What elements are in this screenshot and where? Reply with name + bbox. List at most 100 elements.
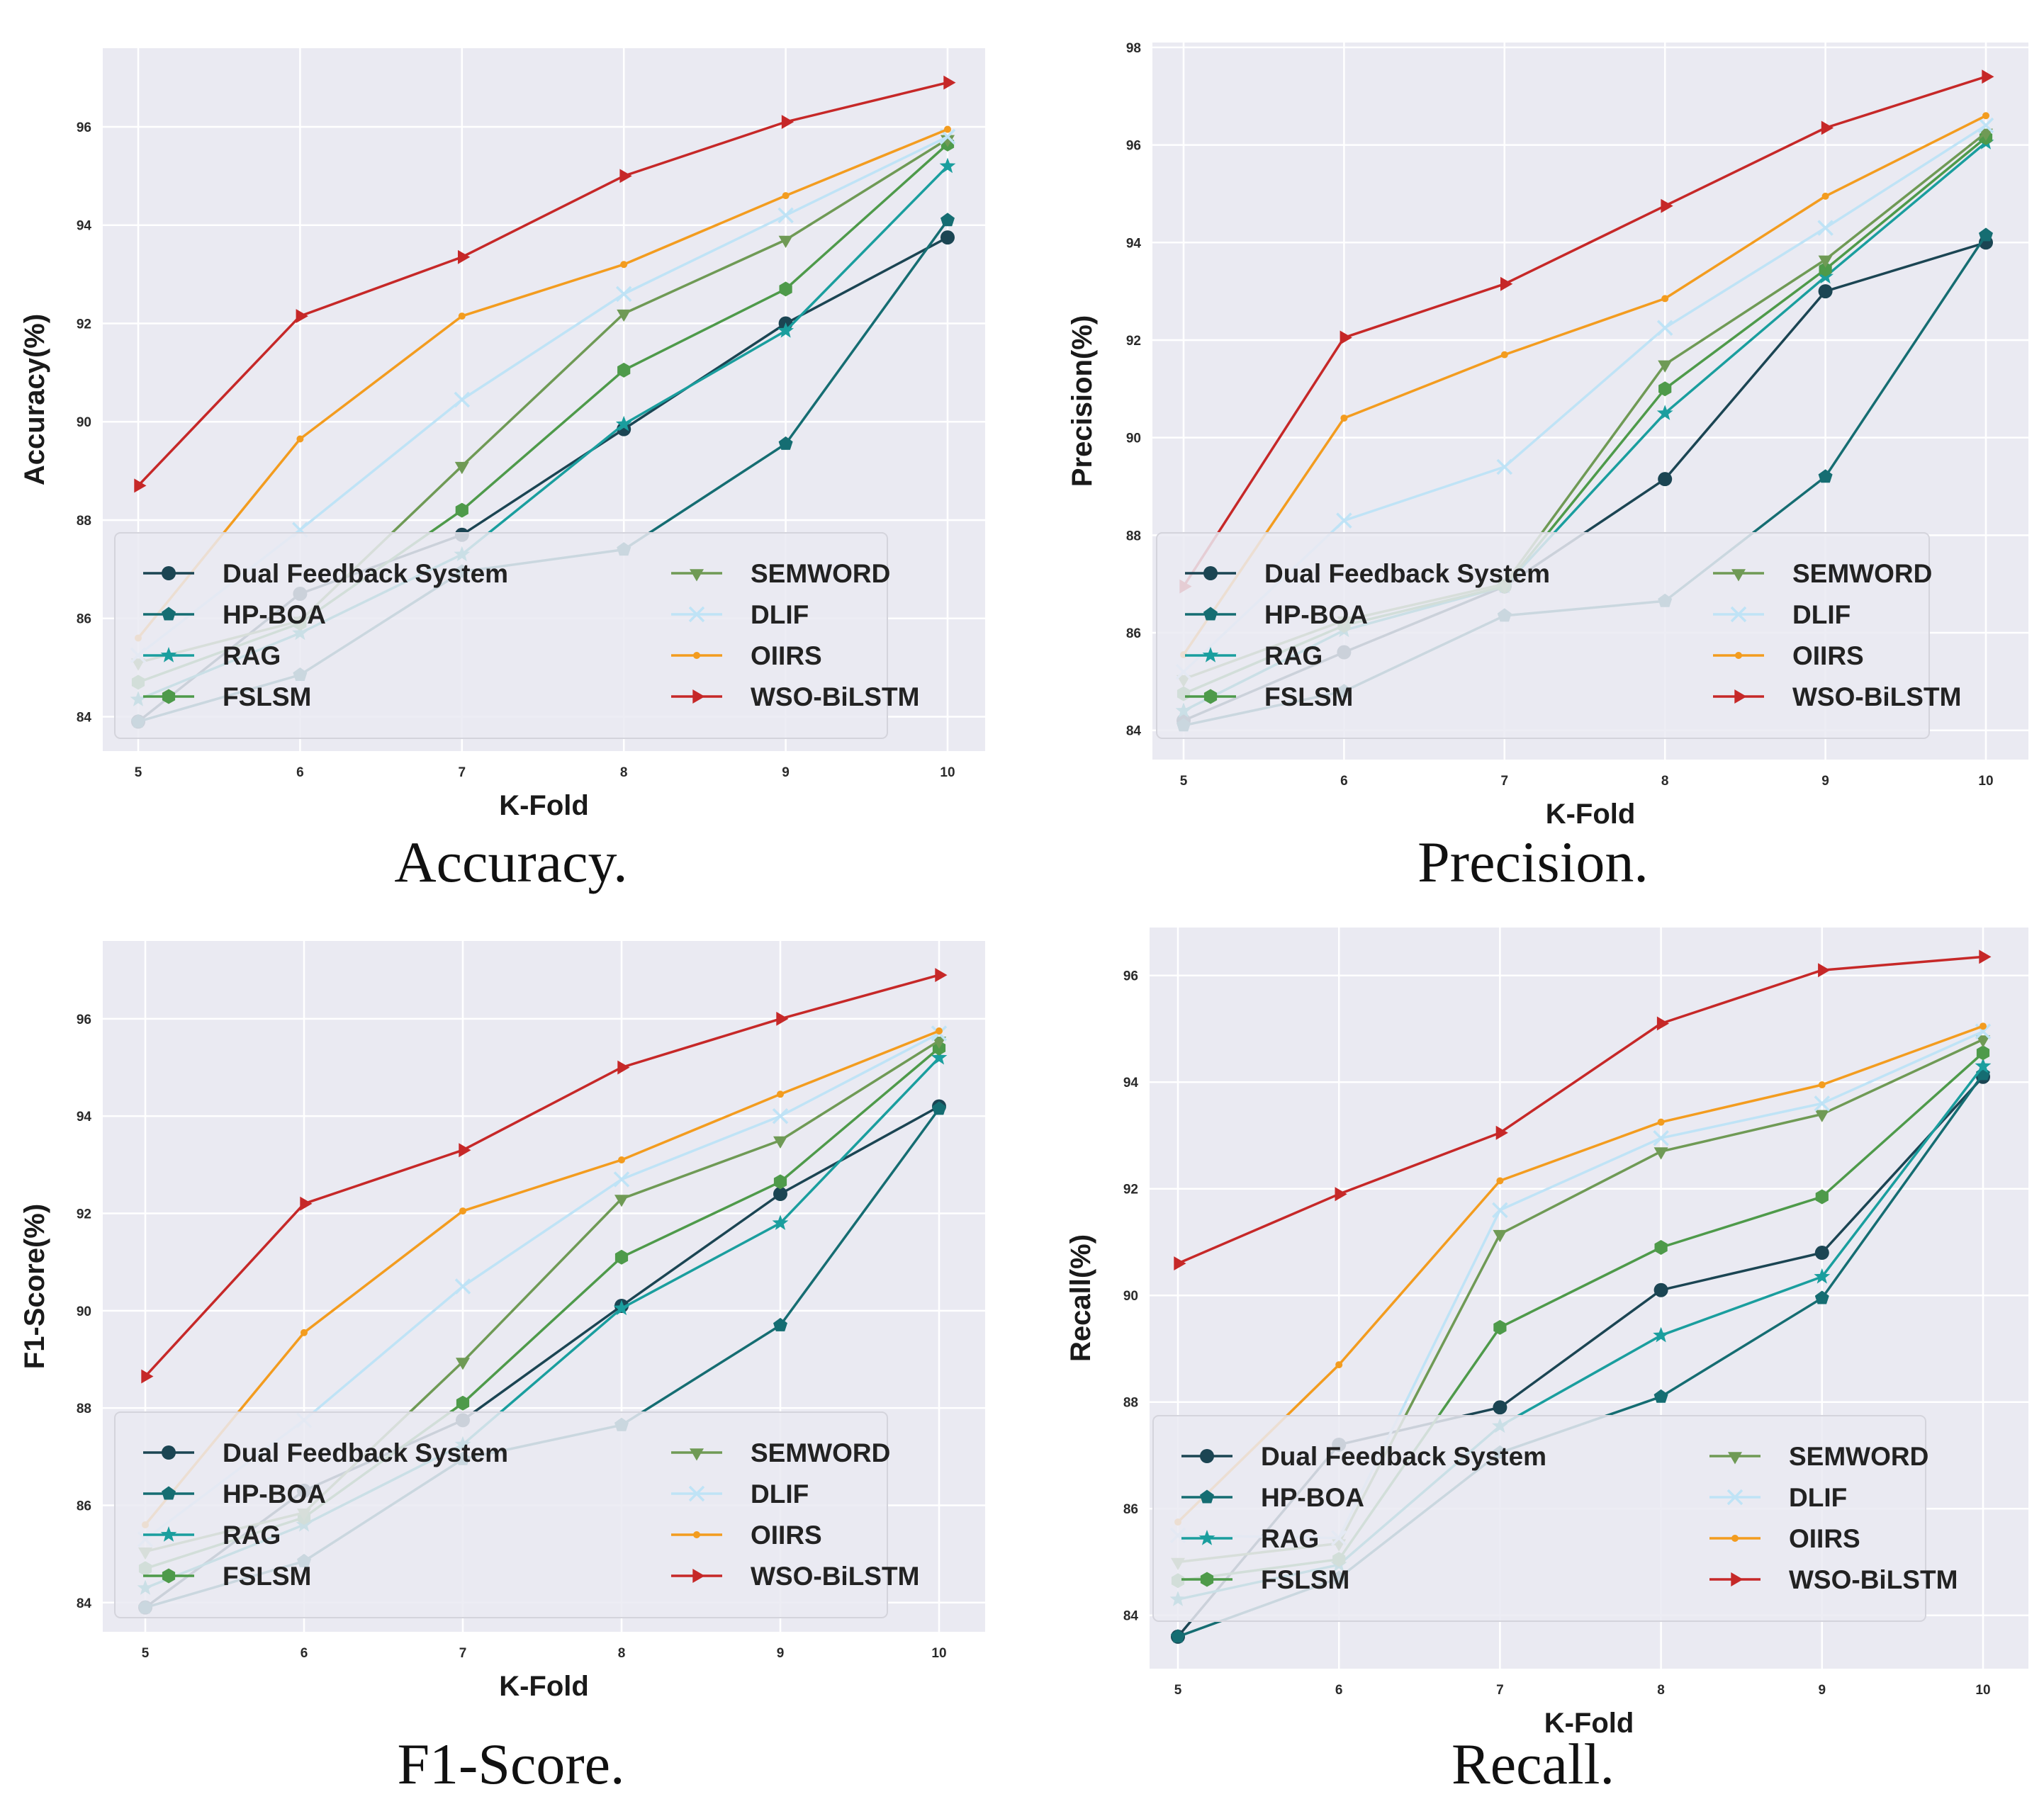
data-point-dlif bbox=[1656, 320, 1673, 336]
data-point-wso-bilstm bbox=[1982, 69, 1994, 84]
y-tick-label: 96 bbox=[1126, 139, 1141, 154]
legend-box bbox=[1152, 1415, 1926, 1622]
legend-box bbox=[114, 1411, 888, 1618]
data-point-oiirs bbox=[1980, 1022, 1987, 1030]
data-point-fslsm bbox=[1493, 1319, 1507, 1335]
data-point-dual-feedback-system bbox=[1818, 284, 1833, 299]
data-point-fslsm bbox=[1654, 1240, 1668, 1255]
legend: Dual Feedback System HP-BOA RAG FSLSM SEMWOR… bbox=[114, 1411, 919, 1618]
data-point-semword bbox=[773, 1136, 787, 1149]
data-point-wso-bilstm bbox=[619, 169, 632, 184]
y-tick-label: 86 bbox=[1126, 626, 1141, 641]
legend-label-rag: RAG bbox=[223, 641, 281, 670]
legend-marker-dlif bbox=[688, 1485, 705, 1502]
y-axis-label: Precision(%) bbox=[1067, 315, 1098, 487]
series-line-oiirs bbox=[1182, 114, 1987, 655]
y-tick-label: 96 bbox=[77, 120, 91, 135]
legend-marker-fslsm bbox=[162, 689, 176, 704]
data-point-hp-boa bbox=[1814, 1290, 1829, 1304]
legend-marker-hp-boa bbox=[162, 1486, 176, 1500]
y-tick-label: 94 bbox=[1126, 236, 1142, 251]
x-tick-label: 9 bbox=[1819, 1683, 1826, 1698]
y-tick-label: 90 bbox=[77, 1304, 91, 1319]
x-tick-label: 9 bbox=[782, 765, 790, 780]
y-tick-label: 96 bbox=[1123, 969, 1138, 984]
legend-label-dlif: DLIF bbox=[1792, 600, 1851, 629]
data-point-dlif bbox=[777, 207, 794, 224]
data-point-fslsm bbox=[1658, 381, 1672, 397]
y-tick-label: 88 bbox=[1123, 1396, 1138, 1411]
series-line-wso-bilstm bbox=[144, 974, 940, 1377]
data-point-dlif bbox=[1653, 1130, 1669, 1146]
data-point-semword bbox=[778, 235, 793, 248]
data-point-dlif bbox=[1336, 512, 1352, 529]
legend-marker-wso-bilstm bbox=[692, 1569, 705, 1583]
x-tick-label: 7 bbox=[1496, 1683, 1504, 1698]
legend-box bbox=[114, 532, 888, 739]
legend-label-hp-boa: HP-BOA bbox=[223, 1479, 326, 1509]
x-tick-label: 9 bbox=[777, 1646, 785, 1661]
legend: Dual Feedback System HP-BOA RAG FSLSM SEMWOR… bbox=[1152, 1415, 1958, 1622]
legend-marker-dlif bbox=[1726, 1489, 1743, 1506]
x-axis-label: K-Fold bbox=[1546, 799, 1636, 830]
accuracy-caption: Accuracy. bbox=[394, 830, 628, 894]
data-point-rag bbox=[1653, 1326, 1669, 1343]
x-tick-label: 7 bbox=[459, 765, 466, 780]
data-point-fslsm bbox=[455, 502, 468, 518]
data-point-hp-boa bbox=[1653, 1389, 1668, 1403]
data-point-hp-boa bbox=[1818, 469, 1833, 483]
y-tick-label: 94 bbox=[77, 1110, 92, 1124]
legend-marker-oiirs bbox=[1731, 1535, 1739, 1542]
legend-marker-dual-feedback-system bbox=[1203, 566, 1218, 580]
data-point-dlif bbox=[1492, 1202, 1508, 1219]
data-point-oiirs bbox=[1500, 351, 1508, 359]
y-tick-label: 84 bbox=[77, 1596, 92, 1611]
y-tick-label: 92 bbox=[1126, 334, 1141, 349]
x-tick-label: 7 bbox=[459, 1646, 467, 1661]
data-point-wso-bilstm bbox=[776, 1011, 789, 1026]
data-point-oiirs bbox=[296, 435, 304, 443]
series-line-wso-bilstm bbox=[137, 81, 948, 487]
legend-marker-rag bbox=[160, 1526, 177, 1542]
legend-marker-semword bbox=[690, 1448, 704, 1461]
legend-marker-hp-boa bbox=[162, 607, 176, 621]
data-point-fslsm bbox=[614, 1249, 629, 1265]
accuracy-panel: 5 6 7 8 9 10 84 86 88 90 92 94 96 K-Fold Accuracy(%) Du… bbox=[0, 0, 1022, 902]
series-wso-bilstm bbox=[1179, 69, 1994, 594]
data-point-dlif bbox=[454, 1278, 471, 1295]
legend-marker-wso-bilstm bbox=[1734, 689, 1747, 704]
x-tick-label: 8 bbox=[1657, 1683, 1665, 1698]
legend-label-dual-feedback-system: Dual Feedback System bbox=[1264, 559, 1550, 588]
data-point-dlif bbox=[454, 391, 471, 408]
data-point-oiirs bbox=[1661, 295, 1669, 303]
y-tick-label: 86 bbox=[77, 1499, 91, 1513]
x-tick-label: 10 bbox=[940, 765, 955, 780]
series-wso-bilstm bbox=[141, 968, 948, 1384]
data-point-oiirs bbox=[782, 192, 790, 200]
data-point-oiirs bbox=[1821, 192, 1829, 200]
data-point-rag bbox=[1975, 1057, 1992, 1073]
data-point-dlif bbox=[1817, 220, 1834, 236]
data-point-wso-bilstm bbox=[1661, 198, 1673, 213]
series-line-wso-bilstm bbox=[1177, 955, 1984, 1265]
y-tick-label: 92 bbox=[77, 317, 91, 332]
legend-box bbox=[1156, 532, 1930, 739]
data-point-oiirs bbox=[944, 125, 951, 133]
data-point-dual-feedback-system bbox=[1653, 1282, 1668, 1297]
data-point-rag bbox=[1656, 405, 1673, 420]
legend-label-oiirs: OIIRS bbox=[751, 1521, 822, 1550]
data-point-rag bbox=[615, 415, 632, 432]
data-point-hp-boa bbox=[940, 213, 955, 227]
legend-label-semword: SEMWORD bbox=[751, 1438, 890, 1467]
data-point-wso-bilstm bbox=[459, 1143, 471, 1158]
data-point-dual-feedback-system bbox=[1658, 472, 1673, 487]
x-tick-label: 10 bbox=[931, 1646, 946, 1661]
legend-label-semword: SEMWORD bbox=[1789, 1442, 1928, 1471]
y-axis-label: F1-Score(%) bbox=[19, 1204, 50, 1369]
recall-caption: Recall. bbox=[1451, 1732, 1615, 1796]
legend-label-rag: RAG bbox=[1261, 1524, 1319, 1553]
data-point-hp-boa bbox=[778, 436, 793, 450]
data-point-wso-bilstm bbox=[1174, 1256, 1186, 1270]
data-point-hp-boa bbox=[932, 1101, 946, 1115]
data-point-rag bbox=[939, 157, 956, 174]
